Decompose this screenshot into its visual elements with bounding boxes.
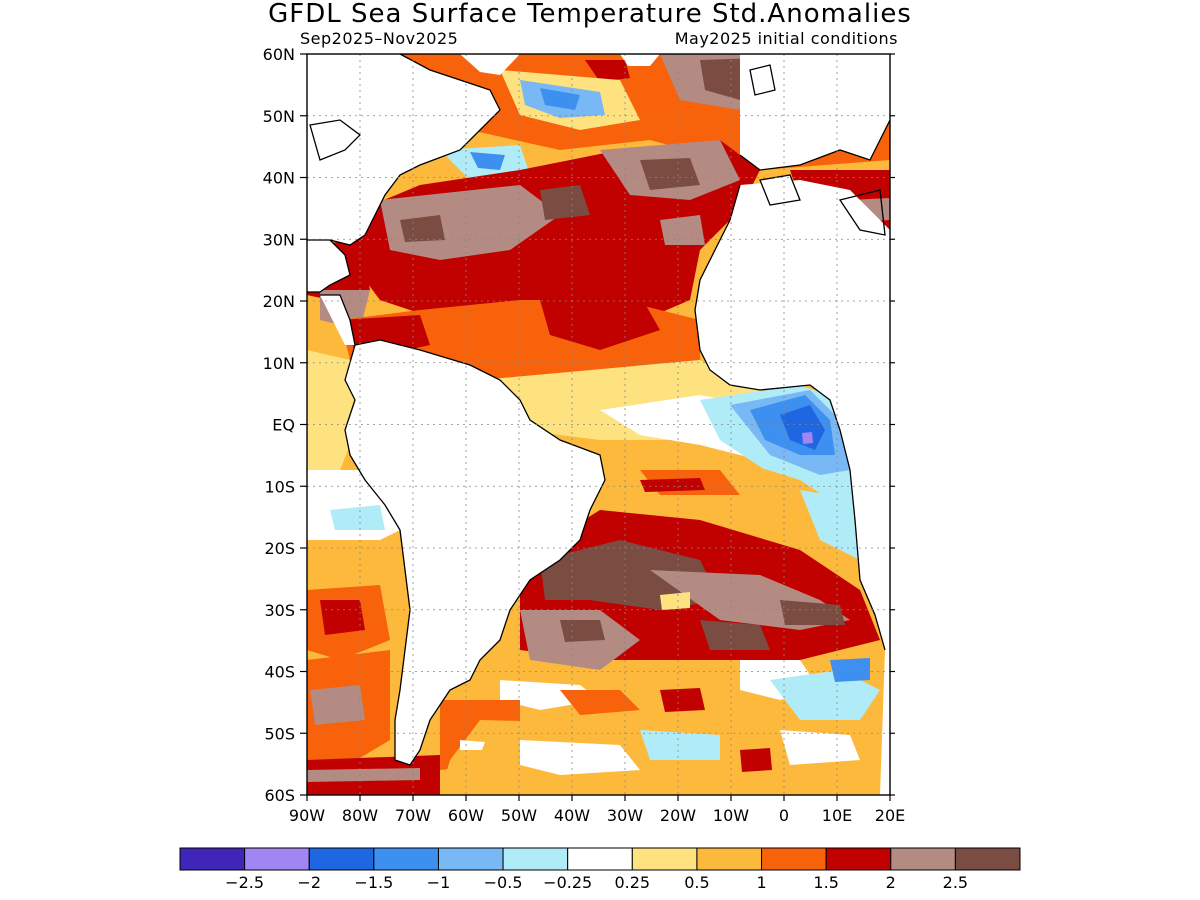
lon-label: 60W — [448, 806, 484, 825]
colorbar-swatch — [696, 847, 763, 871]
colorbar-swatch — [308, 847, 375, 871]
lat-label: 20N — [263, 292, 295, 311]
colorbar-swatch — [631, 847, 698, 871]
colorbar-label: −1.5 — [354, 873, 393, 892]
lon-label: 10E — [822, 806, 852, 825]
lat-label: 30S — [264, 601, 295, 620]
colorbar-label: 0.5 — [684, 873, 709, 892]
colorbar-swatch — [954, 847, 1021, 871]
colorbar-swatch — [244, 847, 310, 871]
longitude-labels: 90W 80W 70W 60W 50W 40W 30W 20W 10W 0 10E 20E — [289, 806, 905, 825]
colorbar-label: 2.5 — [943, 873, 968, 892]
colorbar — [179, 847, 1021, 871]
colorbar-label: −0.25 — [543, 873, 592, 892]
colorbar-swatch — [179, 847, 246, 871]
lon-label: 0 — [779, 806, 789, 825]
lat-label: 60S — [264, 786, 295, 805]
lon-label: 10W — [713, 806, 749, 825]
axis-ticks — [300, 53, 895, 801]
colorbar-swatch — [890, 847, 956, 871]
colorbar-label: −0.5 — [484, 873, 523, 892]
colorbar-label: −2 — [297, 873, 321, 892]
lon-label: 20W — [660, 806, 696, 825]
colorbar-label: 2 — [886, 873, 896, 892]
coastlines — [307, 54, 890, 766]
colorbar-swatch — [437, 847, 504, 871]
subtitle-init: May2025 initial conditions — [675, 29, 898, 48]
colorbar-swatch — [502, 847, 569, 871]
colorbar-swatch — [373, 847, 439, 871]
colorbar-labels: −2.5 −2 −1.5 −1 −0.5 −0.25 0.25 0.5 1 1.5 2 2.5 — [225, 873, 968, 892]
colorbar-label: 1.5 — [813, 873, 838, 892]
lon-label: 90W — [289, 806, 325, 825]
lon-label: 70W — [395, 806, 431, 825]
lat-label: 50N — [263, 107, 295, 126]
colorbar-label: 1 — [756, 873, 766, 892]
lat-label: 60N — [263, 45, 295, 64]
anomaly-field — [307, 54, 890, 795]
lat-label: EQ — [272, 416, 295, 435]
gridlines — [307, 54, 890, 795]
lat-label: 50S — [264, 724, 295, 743]
lat-label: 40N — [263, 169, 295, 188]
colorbar-label: 0.25 — [614, 873, 650, 892]
lon-label: 30W — [607, 806, 643, 825]
map-title: GFDL Sea Surface Temperature Std.Anomali… — [268, 0, 912, 29]
lat-label: 10N — [263, 354, 295, 373]
lon-label: 20E — [875, 806, 905, 825]
colorbar-label: −1 — [427, 873, 451, 892]
colorbar-swatch — [761, 847, 827, 871]
subtitle-period: Sep2025–Nov2025 — [300, 29, 458, 48]
colorbar-label: −2.5 — [225, 873, 264, 892]
colorbar-swatch — [825, 847, 892, 871]
lon-label: 80W — [342, 806, 378, 825]
lon-label: 50W — [501, 806, 537, 825]
latitude-labels: 60N 50N 40N 30N 20N 10N EQ 10S 20S 30S 40S 50S 60S — [263, 45, 295, 805]
colorbar-swatch — [567, 847, 633, 871]
lat-label: 20S — [264, 539, 295, 558]
lat-label: 10S — [264, 477, 295, 496]
lat-label: 40S — [264, 663, 295, 682]
lon-label: 40W — [554, 806, 590, 825]
lat-label: 30N — [263, 230, 295, 249]
